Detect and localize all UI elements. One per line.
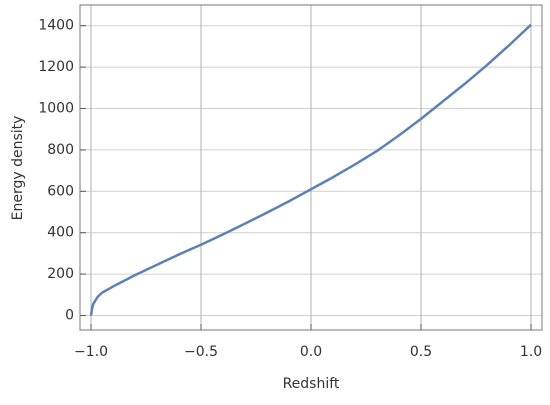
x-tick-label: −1.0 <box>74 344 108 360</box>
y-axis-label: Energy density <box>10 116 26 221</box>
y-tick-label: 600 <box>47 183 74 199</box>
x-tick-label: 0.5 <box>410 344 432 360</box>
y-tick-label: 0 <box>65 308 74 324</box>
y-tick-label: 800 <box>47 142 74 158</box>
y-tick-label: 1400 <box>38 18 74 34</box>
y-tick-label: 200 <box>47 266 74 282</box>
plot-frame <box>79 4 543 331</box>
y-tick-label: 1200 <box>38 59 74 75</box>
y-tick-label: 1000 <box>38 101 74 117</box>
x-axis-label: Redshift <box>283 376 340 392</box>
x-tick-label: −0.5 <box>184 344 218 360</box>
x-tick-label: 1.0 <box>520 344 542 360</box>
x-tick-label: 0.0 <box>300 344 322 360</box>
data-line <box>89 23 532 316</box>
y-tick-label: 400 <box>47 225 74 241</box>
